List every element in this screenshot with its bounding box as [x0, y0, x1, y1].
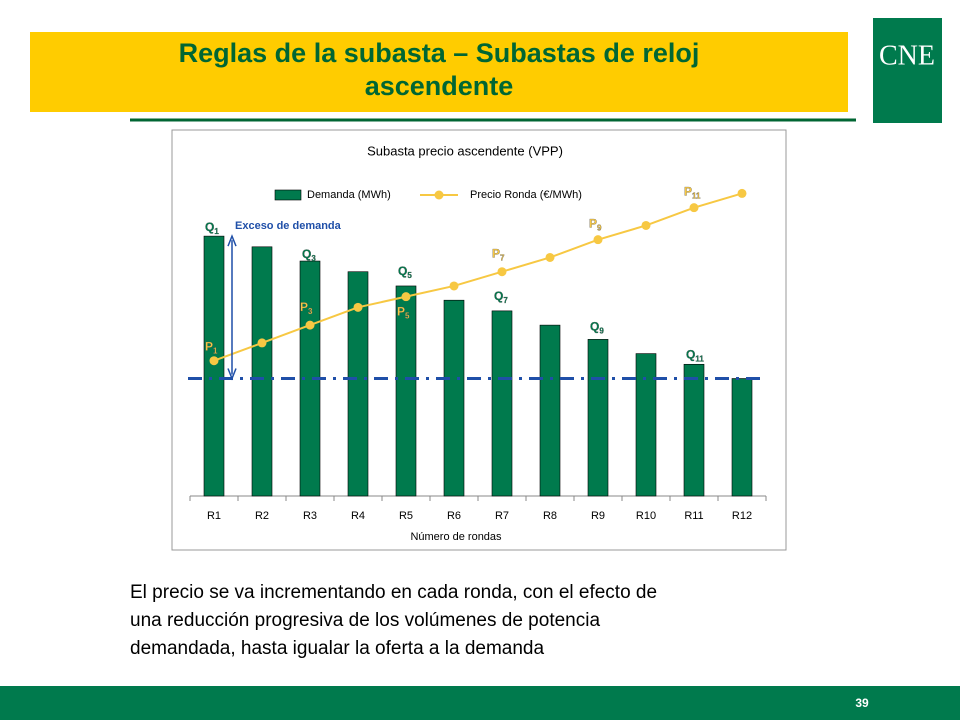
legend-label: Demanda (MWh)	[307, 189, 391, 201]
x-tick-label: R4	[351, 510, 365, 522]
bar-label-sub: 3	[311, 254, 316, 263]
line-label-sub: 1	[213, 347, 218, 356]
bar-label-letter: Q	[205, 220, 214, 234]
x-tick-label: R9	[591, 510, 605, 522]
price-point	[641, 220, 651, 230]
price-point	[257, 338, 267, 348]
bar	[395, 285, 417, 497]
legend-swatch	[274, 189, 302, 201]
price-point	[209, 356, 219, 366]
bar	[491, 310, 513, 497]
bar	[539, 324, 561, 497]
line-label-letter: P	[300, 300, 308, 314]
bar-label-sub: 1	[214, 227, 219, 236]
price-point	[401, 292, 411, 302]
slide-title: Reglas de la subasta – Subastas de reloj	[179, 38, 700, 68]
bar	[251, 246, 273, 497]
line-label-letter: P	[492, 247, 500, 261]
line-label: P7	[492, 247, 505, 263]
slide-title: ascendente	[365, 71, 514, 101]
x-tick-label: R10	[636, 510, 656, 522]
bar-label-sub: 5	[407, 271, 412, 280]
footer-bar	[0, 686, 960, 720]
x-tick-label: R3	[303, 510, 317, 522]
price-point	[305, 320, 315, 330]
bar	[443, 299, 465, 497]
title-box	[30, 32, 848, 112]
bar	[731, 378, 753, 497]
x-tick-label: R6	[447, 510, 461, 522]
logo-box	[873, 18, 942, 123]
x-tick-label: R1	[207, 510, 221, 522]
bar-label-letter: Q	[590, 320, 599, 334]
line-label-letter: P	[397, 305, 405, 319]
bar	[203, 235, 225, 497]
x-tick-label: R5	[399, 510, 413, 522]
chart-frame	[171, 129, 787, 551]
x-tick-label: R7	[495, 510, 509, 522]
bar-label: Q3	[302, 247, 316, 263]
page-number: 39	[855, 696, 869, 710]
bar	[683, 363, 705, 497]
line-label-sub: 11	[692, 192, 701, 201]
line-label: P1	[205, 340, 218, 356]
price-point	[737, 188, 747, 198]
price-point	[449, 281, 459, 291]
x-tick-label: R8	[543, 510, 557, 522]
line-label: P9	[589, 217, 602, 233]
body-text: El precio se va incrementando en cada ro…	[130, 582, 657, 603]
bar-label: Q1	[205, 220, 219, 236]
line-label-sub: 7	[500, 254, 505, 263]
chart-title: Subasta precio ascendente (VPP)	[367, 143, 563, 158]
bar-label-letter: Q	[302, 247, 311, 261]
bar-label: Q7	[494, 289, 508, 305]
line-label-sub: 9	[597, 224, 602, 233]
price-point	[689, 203, 699, 213]
legend-label: Precio Ronda (€/MWh)	[470, 189, 582, 201]
line-label: P11	[684, 185, 701, 201]
line-label: P5	[397, 305, 410, 321]
price-point	[497, 267, 507, 277]
x-tick-label: R2	[255, 510, 269, 522]
body-text: una reducción progresiva de los volúmene…	[130, 610, 600, 631]
line-label-letter: P	[205, 340, 213, 354]
annotation: Exceso de demanda	[235, 220, 342, 232]
arrow-head	[227, 368, 237, 381]
line-label-letter: P	[684, 185, 692, 199]
bar-label-sub: 7	[503, 296, 508, 305]
line-label-sub: 3	[308, 307, 313, 316]
bar	[587, 339, 609, 497]
arrow-head	[227, 234, 237, 247]
bar-label-letter: Q	[494, 289, 503, 303]
line-label-letter: P	[589, 217, 597, 231]
x-axis-label: Número de rondas	[410, 531, 502, 543]
bar-label: Q9	[590, 320, 604, 336]
line-label-sub: 5	[405, 312, 410, 321]
bar	[635, 353, 657, 497]
price-line	[213, 192, 743, 362]
bar-label-letter: Q	[686, 347, 695, 361]
x-tick-label: R12	[732, 510, 752, 522]
line-label: P3	[300, 300, 313, 316]
bar-label: Q11	[686, 347, 704, 363]
price-point	[593, 235, 603, 245]
bar-label: Q5	[398, 264, 412, 280]
x-tick-label: R11	[684, 510, 703, 522]
bar-label-sub: 11	[695, 354, 704, 363]
body-text: demandada, hasta igualar la oferta a la …	[130, 638, 544, 659]
bar-label-letter: Q	[398, 264, 407, 278]
legend-swatch	[434, 190, 444, 200]
price-point	[545, 252, 555, 262]
logo: CNE	[879, 40, 935, 71]
price-point	[353, 302, 363, 312]
bar	[347, 271, 369, 497]
bar-label-sub: 9	[599, 326, 604, 335]
